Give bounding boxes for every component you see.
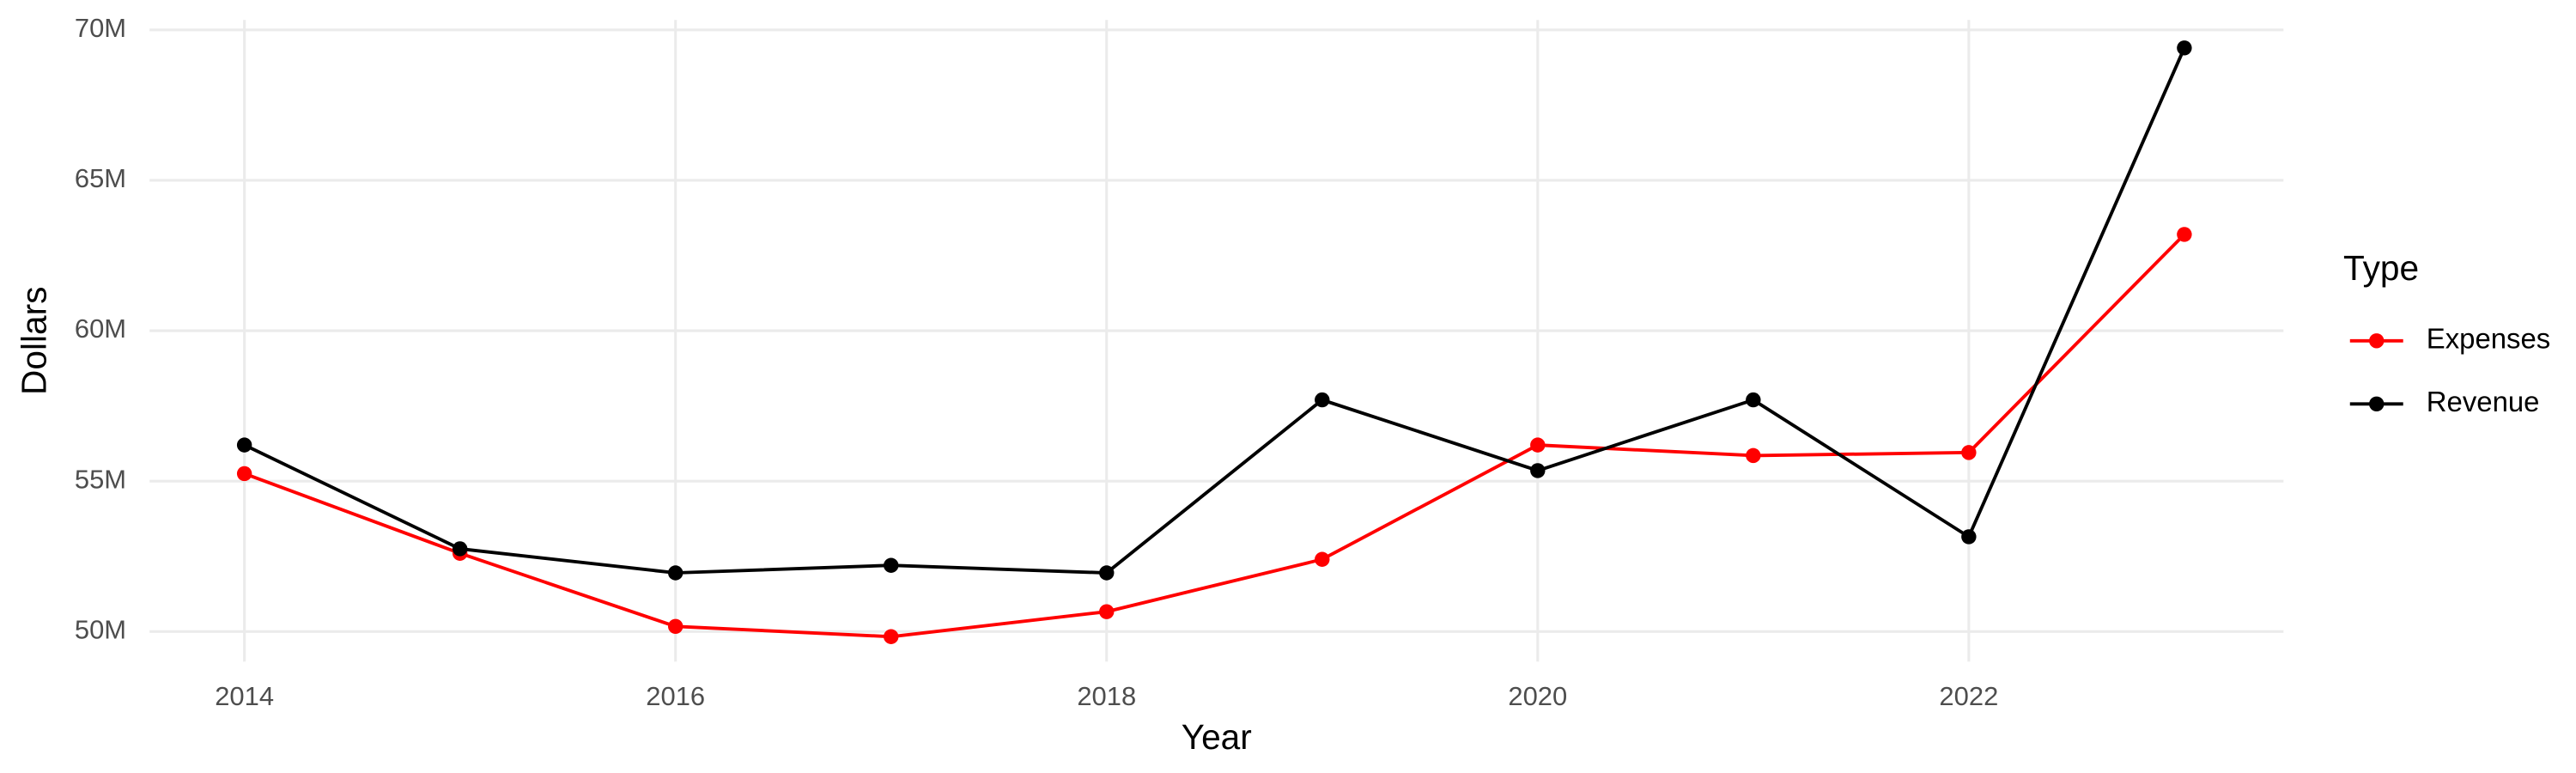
- data-point: [236, 466, 252, 482]
- x-tick-label: 2018: [1077, 681, 1136, 711]
- y-tick-label: 50M: [75, 614, 126, 644]
- x-tick-label: 2020: [1508, 681, 1567, 711]
- data-point: [1530, 437, 1546, 453]
- series-line: [243, 233, 2186, 639]
- data-point: [2177, 227, 2192, 242]
- data-point: [1746, 392, 1761, 408]
- data-point: [667, 565, 683, 581]
- data-point: [236, 437, 252, 453]
- legend-label: Revenue: [2427, 386, 2540, 417]
- data-point: [884, 629, 899, 644]
- x-axis-title: Year: [1182, 717, 1252, 757]
- data-point: [1530, 463, 1546, 478]
- data-point: [667, 618, 683, 635]
- data-point: [1315, 392, 1330, 408]
- y-tick-label: 70M: [75, 13, 126, 43]
- y-axis-title: Dollars: [14, 287, 53, 395]
- data-point: [1315, 551, 1330, 567]
- data-point: [1961, 445, 1977, 460]
- data-point: [884, 557, 899, 573]
- data-point: [1099, 604, 1115, 619]
- x-tick-label: 2022: [1939, 681, 1998, 711]
- data-point: [1099, 565, 1115, 581]
- series-line: [243, 47, 2186, 575]
- data-point: [2177, 40, 2192, 56]
- legend-label: Expenses: [2427, 322, 2550, 354]
- legend-key-point: [2369, 333, 2385, 349]
- x-tick-label: 2016: [646, 681, 705, 711]
- x-tick-label: 2014: [215, 681, 274, 711]
- legend-title: Type: [2343, 248, 2419, 288]
- data-point: [452, 541, 468, 557]
- legend-key-point: [2369, 396, 2385, 412]
- data-point: [1961, 529, 1977, 545]
- y-tick-label: 60M: [75, 313, 126, 344]
- y-tick-label: 55M: [75, 464, 126, 494]
- y-tick-label: 65M: [75, 163, 126, 193]
- data-point: [1746, 447, 1761, 464]
